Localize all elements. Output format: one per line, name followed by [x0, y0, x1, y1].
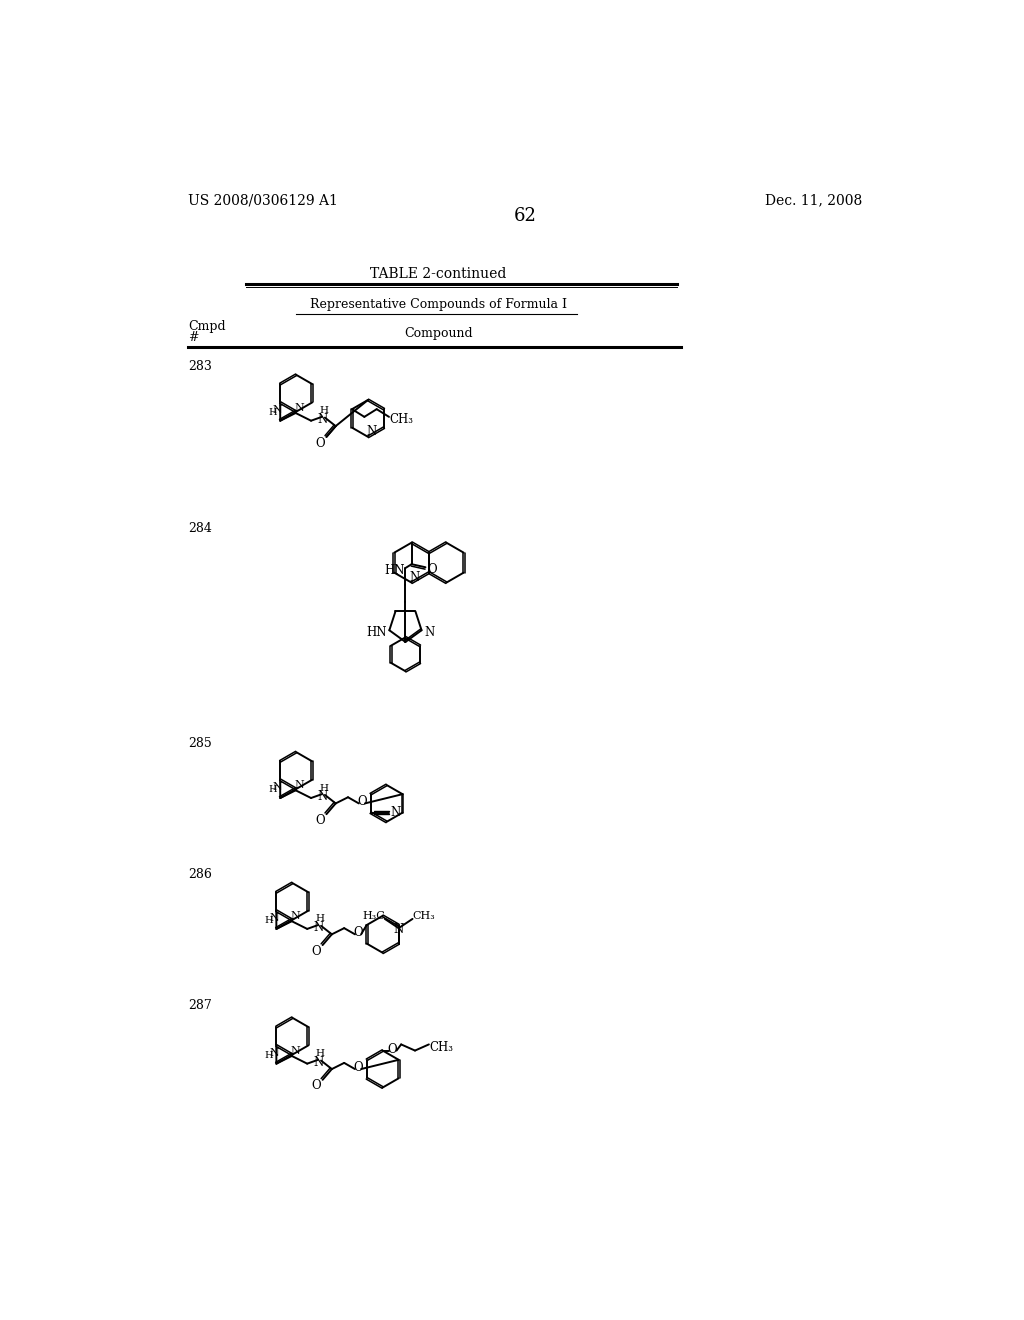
- Text: O: O: [357, 796, 367, 808]
- Text: 62: 62: [513, 207, 537, 226]
- Text: HN: HN: [384, 564, 404, 577]
- Text: O: O: [353, 927, 362, 940]
- Text: N: N: [424, 626, 434, 639]
- Text: HN: HN: [367, 626, 387, 639]
- Text: CH₃: CH₃: [429, 1041, 454, 1053]
- Text: #: #: [188, 330, 199, 343]
- Text: N: N: [294, 780, 304, 791]
- Text: H: H: [315, 915, 325, 924]
- Text: O: O: [353, 1061, 362, 1074]
- Text: N: N: [366, 425, 376, 438]
- Text: 285: 285: [188, 737, 212, 750]
- Text: Dec. 11, 2008: Dec. 11, 2008: [765, 194, 862, 207]
- Text: N: N: [273, 783, 283, 792]
- Text: H: H: [264, 1051, 272, 1060]
- Text: N: N: [269, 1048, 279, 1059]
- Text: Cmpd: Cmpd: [188, 319, 226, 333]
- Text: N: N: [291, 911, 300, 921]
- Text: N: N: [313, 921, 324, 933]
- Text: H: H: [268, 408, 276, 417]
- Text: N: N: [291, 1045, 300, 1056]
- Text: N: N: [317, 413, 328, 425]
- Text: 287: 287: [188, 999, 212, 1012]
- Text: US 2008/0306129 A1: US 2008/0306129 A1: [188, 194, 338, 207]
- Text: N: N: [393, 923, 403, 936]
- Text: CH₃: CH₃: [412, 911, 434, 921]
- Text: 284: 284: [188, 521, 212, 535]
- Text: O: O: [311, 945, 322, 958]
- Text: H: H: [319, 784, 329, 792]
- Text: N: N: [317, 789, 328, 803]
- Text: Representative Compounds of Formula I: Representative Compounds of Formula I: [310, 298, 567, 312]
- Text: N: N: [273, 405, 283, 416]
- Text: O: O: [428, 564, 437, 576]
- Text: O: O: [315, 814, 325, 826]
- Text: CH₃: CH₃: [389, 413, 414, 426]
- Text: H: H: [264, 916, 272, 925]
- Text: H: H: [319, 407, 329, 416]
- Text: Compound: Compound: [404, 327, 473, 341]
- Text: N: N: [410, 570, 420, 583]
- Text: O: O: [387, 1043, 396, 1056]
- Text: TABLE 2-continued: TABLE 2-continued: [371, 267, 507, 281]
- Text: 286: 286: [188, 869, 212, 880]
- Text: O: O: [311, 1080, 322, 1093]
- Text: N: N: [294, 403, 304, 413]
- Text: O: O: [315, 437, 325, 450]
- Text: N: N: [269, 913, 279, 924]
- Text: H₃C: H₃C: [362, 911, 385, 921]
- Text: 283: 283: [188, 360, 212, 372]
- Text: N: N: [313, 1056, 324, 1069]
- Text: H: H: [315, 1049, 325, 1059]
- Text: H: H: [268, 785, 276, 795]
- Text: N: N: [390, 807, 400, 820]
